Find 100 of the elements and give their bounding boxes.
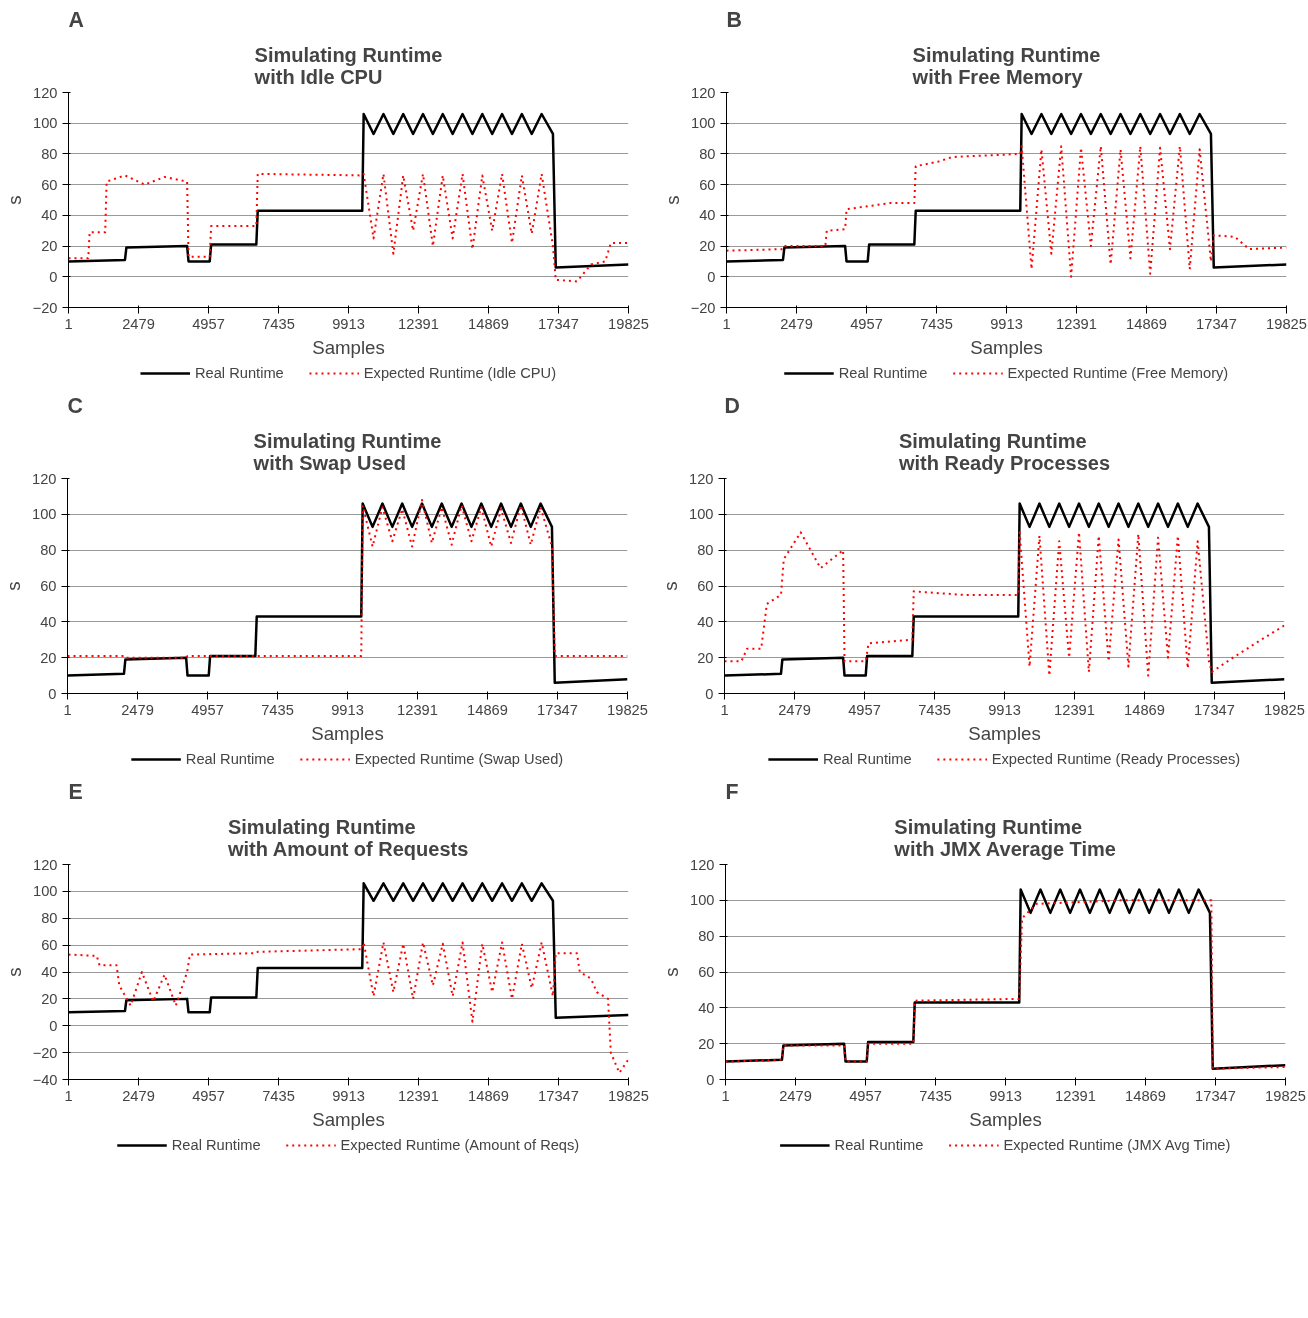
legend-label: Real Runtime: [185, 751, 275, 767]
y-tick-label: 40: [699, 207, 716, 224]
x-tick-label: 19825: [608, 315, 649, 332]
legend-label: Expected Runtime (Amount of Reqs): [340, 1137, 580, 1153]
y-tick-label: 0: [706, 1071, 715, 1088]
y-tick-label: 100: [691, 115, 716, 132]
x-tick-label: 4957: [192, 1087, 225, 1104]
x-tick-label: 12391: [397, 701, 438, 718]
x-tick-label: 14869: [1124, 701, 1165, 718]
chart-title: Simulating Runtime with JMX Average Time: [893, 815, 1116, 860]
legend-label: Real Runtime: [194, 365, 284, 381]
legend-label: Expected Runtime (Idle CPU): [363, 365, 557, 381]
y-tick-label: 120: [689, 470, 714, 487]
text: E: [68, 779, 83, 804]
x-tick-label: 9913: [332, 315, 365, 332]
y-tick-label: 40: [697, 613, 714, 630]
x-tick-label: 2479: [121, 701, 154, 718]
x-axis-title: Samples: [969, 1108, 1042, 1130]
x-tick-label: 14869: [468, 315, 509, 332]
x-tick-label: 19825: [608, 1087, 649, 1104]
y-tick-label: 80: [698, 928, 715, 945]
y-tick-label: 120: [32, 470, 57, 487]
x-tick-label: 7435: [918, 701, 951, 718]
y-tick-label: 120: [691, 84, 716, 101]
y-tick-label: 20: [40, 649, 57, 666]
text: F: [725, 779, 739, 804]
x-tick-label: 4957: [849, 1087, 882, 1104]
x-tick-label: 4957: [191, 701, 224, 718]
x-tick-label: 17347: [537, 701, 578, 718]
x-axis-title: Samples: [312, 336, 385, 358]
x-tick-label: 4957: [192, 315, 225, 332]
y-axis-title: s: [3, 195, 25, 205]
x-tick-label: 7435: [919, 1087, 952, 1104]
x-tick-label: 12391: [1054, 701, 1095, 718]
y-axis-title: s: [661, 195, 683, 205]
legend-label: Expected Runtime (Ready Processes): [991, 751, 1241, 767]
legend-label: Real Runtime: [838, 365, 928, 381]
y-axis-title: s: [661, 967, 683, 977]
y-tick-label: −20: [32, 299, 58, 316]
chart-title: Simulating Runtime with Ready Processes: [897, 429, 1111, 474]
chart-title: Simulating Runtime with Amount of Requests: [226, 815, 469, 860]
y-tick-label: 20: [41, 238, 58, 255]
x-tick-label: 17347: [538, 1087, 579, 1104]
y-tick-label: 60: [41, 176, 58, 193]
x-tick-label: 19825: [607, 701, 648, 718]
x-tick-label: 7435: [262, 315, 295, 332]
x-tick-label: 12391: [398, 1087, 439, 1104]
y-tick-label: 60: [41, 937, 58, 954]
x-tick-label: 19825: [1264, 701, 1305, 718]
y-tick-label: 80: [41, 910, 58, 927]
y-tick-label: 60: [697, 578, 714, 594]
y-tick-label: 100: [33, 115, 58, 132]
y-tick-label: 100: [33, 883, 58, 900]
line-series: [724, 531, 1285, 677]
y-tick-label: 120: [33, 856, 58, 873]
x-tick-label: 14869: [467, 701, 508, 718]
x-tick-label: 9913: [331, 701, 364, 718]
x-tick-label: 7435: [920, 315, 953, 332]
legend-label: Expected Runtime (JMX Avg Time): [1003, 1137, 1231, 1153]
chart-title: Simulating Runtime with Idle CPU: [253, 43, 443, 88]
y-tick-label: 40: [698, 999, 715, 1016]
x-tick-label: 9913: [988, 701, 1021, 718]
y-tick-label: 60: [698, 964, 715, 980]
x-axis-title: Samples: [312, 1108, 385, 1130]
x-tick-label: 1: [64, 315, 73, 332]
line-series: [68, 172, 629, 283]
x-tick-label: 7435: [262, 1087, 295, 1104]
x-axis-title: Samples: [968, 722, 1041, 744]
y-tick-label: 20: [41, 990, 58, 1007]
text: A: [68, 7, 84, 32]
x-tick-label: 1: [721, 1087, 730, 1104]
y-tick-label: 0: [49, 1017, 58, 1034]
x-tick-label: 19825: [1265, 1087, 1306, 1104]
x-tick-label: 2479: [778, 701, 811, 718]
y-tick-label: 100: [32, 506, 57, 523]
y-axis-title: s: [3, 967, 25, 977]
legend-label: Real Runtime: [171, 1137, 261, 1153]
x-tick-label: 12391: [1056, 315, 1097, 332]
x-tick-label: 9913: [990, 315, 1023, 332]
y-tick-label: 80: [41, 145, 58, 162]
x-tick-label: 4957: [848, 701, 881, 718]
y-tick-label: −20: [690, 299, 716, 316]
y-tick-label: 0: [705, 685, 714, 702]
chart-title: Simulating Runtime with Swap Used: [252, 429, 442, 474]
x-tick-label: 2479: [779, 1087, 812, 1104]
y-tick-label: 100: [690, 892, 715, 909]
text: C: [67, 393, 83, 418]
y-tick-label: 0: [48, 685, 57, 702]
x-tick-label: 9913: [332, 1087, 365, 1104]
y-tick-label: 80: [699, 145, 716, 162]
text: D: [724, 393, 740, 418]
x-tick-label: 2479: [122, 315, 155, 332]
x-tick-label: 4957: [850, 315, 883, 332]
y-tick-label: 40: [40, 613, 57, 630]
line-series: [68, 941, 629, 1074]
x-tick-label: 9913: [989, 1087, 1022, 1104]
x-tick-label: 1: [64, 1087, 73, 1104]
legend-label: Expected Runtime (Free Memory): [1007, 365, 1229, 381]
x-tick-label: 1: [720, 701, 729, 718]
y-tick-label: 100: [689, 506, 714, 523]
